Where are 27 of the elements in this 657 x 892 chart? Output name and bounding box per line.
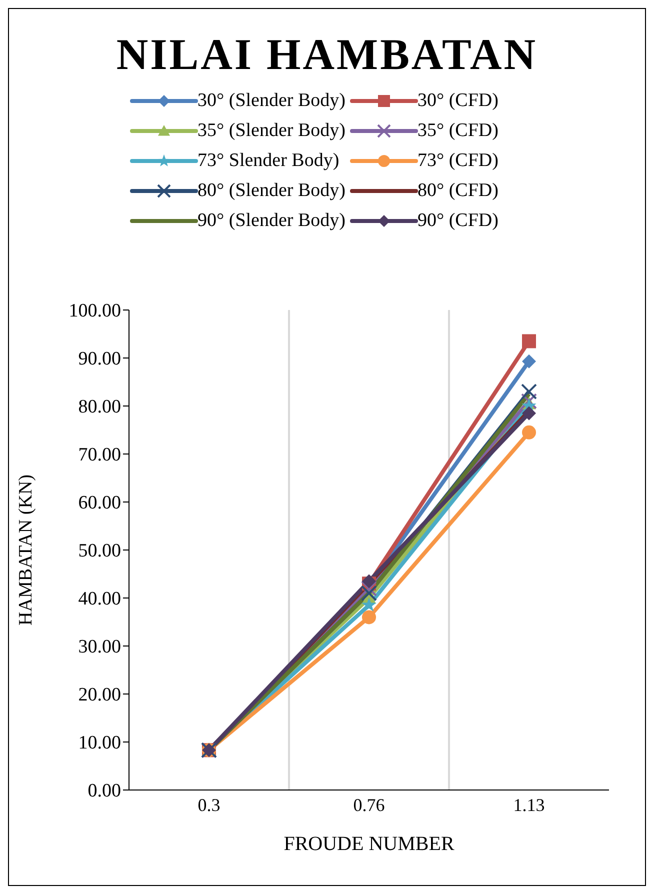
y-tick-label: 0.00 [88, 780, 121, 802]
x-axis-title: FROUDE NUMBER [284, 833, 455, 855]
y-axis-title: HAMBATAN (KN) [16, 474, 37, 626]
y-tick-label: 10.00 [78, 732, 121, 754]
legend-label: 30° (Slender Body) [198, 90, 346, 112]
y-tick-label: 60.00 [78, 492, 121, 514]
legend-label: 80° (Slender Body) [198, 180, 346, 202]
chart-title: NILAI HAMBATAN [115, 29, 539, 80]
y-tick-label: 30.00 [78, 636, 121, 658]
legend-label: 90° (Slender Body) [198, 210, 346, 232]
y-tick-label: 100.00 [68, 300, 121, 322]
y-tick-label: 40.00 [78, 588, 121, 610]
legend-label: 35° (CFD) [418, 120, 498, 142]
y-tick-label: 90.00 [78, 348, 121, 370]
legend-label: 80° (CFD) [418, 180, 498, 202]
y-tick-label: 70.00 [78, 444, 121, 466]
y-tick-label: 80.00 [78, 396, 121, 418]
y-tick-label: 20.00 [78, 684, 121, 706]
y-tick-label: 50.00 [78, 540, 121, 562]
legend-label: 73° (CFD) [418, 150, 498, 172]
legend-label: 30° (CFD) [418, 90, 498, 112]
legend-label: 35° (Slender Body) [198, 120, 346, 142]
x-tick-label: 0.76 [353, 794, 385, 815]
legend-label: 90° (CFD) [418, 210, 498, 232]
x-tick-label: 0.3 [198, 794, 220, 815]
x-tick-label: 1.13 [513, 794, 545, 815]
legend-label: 73° Slender Body) [198, 150, 340, 172]
